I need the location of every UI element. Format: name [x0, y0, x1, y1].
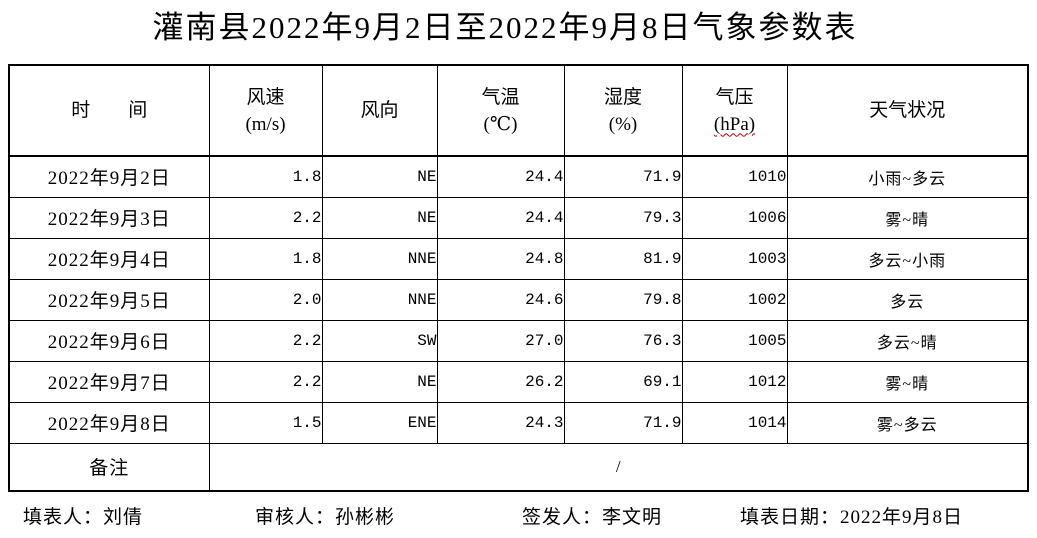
pressure-cell: 1002 [681, 278, 788, 321]
wind-dir-cell: NE [321, 196, 438, 239]
temperature-cell: 26.2 [436, 360, 565, 403]
weather-cell: 雾~晴 [786, 196, 1029, 239]
col-header-wind-speed-unit: (m/s) [245, 113, 286, 135]
wind-dir-cell: SW [321, 319, 438, 362]
table-row: 2022年9月5日 2.0 NNE 24.6 79.8 1002 多云 [8, 278, 1029, 321]
date-cell: 2022年9月5日 [8, 278, 210, 321]
temperature-cell: 24.8 [436, 237, 565, 280]
remark-label-cell: 备注 [8, 442, 210, 492]
col-header-temperature: 气温 (℃) [436, 64, 565, 157]
date-cell: 2022年9月8日 [8, 401, 210, 444]
temperature-cell: 24.4 [436, 196, 565, 239]
table-row: 2022年9月3日 2.2 NE 24.4 79.3 1006 雾~晴 [8, 196, 1029, 239]
col-header-wind-dir: 风向 [321, 64, 438, 157]
remark-row: 备注 / [8, 442, 1029, 492]
header-row: 时 间 风速 (m/s) 风向 气温 (℃) 湿度 (%) [8, 64, 1029, 157]
remark-value-cell: / [208, 442, 1029, 492]
form-issuer: 签发人：李文明 [522, 507, 663, 528]
weather-cell: 多云 [786, 278, 1029, 321]
col-header-weather: 天气状况 [786, 64, 1029, 157]
form-reviewer: 审核人：孙彬彬 [255, 507, 396, 528]
weather-cell: 多云~小雨 [786, 237, 1029, 280]
wind-dir-cell: NNE [321, 278, 438, 321]
col-header-temperature-unit: (℃) [483, 113, 518, 135]
temperature-cell: 27.0 [436, 319, 565, 362]
wind-dir-cell: NNE [321, 237, 438, 280]
humidity-cell: 71.9 [563, 401, 683, 444]
wind-speed-cell: 1.8 [208, 237, 323, 280]
wind-speed-cell: 2.2 [208, 196, 323, 239]
col-header-time: 时 间 [8, 64, 210, 157]
wind-speed-cell: 1.5 [208, 401, 323, 444]
wind-speed-cell: 2.2 [208, 360, 323, 403]
table-row: 2022年9月8日 1.5 ENE 24.3 71.9 1014 雾~多云 [8, 401, 1029, 444]
pressure-cell: 1005 [681, 319, 788, 362]
wind-dir-cell: NE [321, 360, 438, 403]
wind-dir-cell: NE [321, 155, 438, 198]
humidity-cell: 79.3 [563, 196, 683, 239]
humidity-cell: 79.8 [563, 278, 683, 321]
humidity-cell: 76.3 [563, 319, 683, 362]
date-cell: 2022年9月6日 [8, 319, 210, 362]
col-header-wind-dir-label: 风向 [360, 100, 399, 121]
table-row: 2022年9月4日 1.8 NNE 24.8 81.9 1003 多云~小雨 [8, 237, 1029, 280]
col-header-pressure-label: 气压 [715, 86, 754, 108]
weather-table: 时 间 风速 (m/s) 风向 气温 (℃) 湿度 (%) [8, 64, 1029, 492]
pressure-cell: 1010 [681, 155, 788, 198]
humidity-cell: 81.9 [563, 237, 683, 280]
humidity-cell: 71.9 [563, 155, 683, 198]
pressure-cell: 1006 [681, 196, 788, 239]
wind-dir-cell: ENE [321, 401, 438, 444]
col-header-humidity-unit: (%) [608, 113, 638, 135]
col-header-wind-speed-label: 风速 [246, 86, 285, 108]
table-row: 2022年9月7日 2.2 NE 26.2 69.1 1012 雾~晴 [8, 360, 1029, 403]
temperature-cell: 24.6 [436, 278, 565, 321]
date-cell: 2022年9月2日 [8, 155, 210, 198]
footer: 填表人：刘倩 审核人：孙彬彬 签发人：李文明 填表日期：2022年9月8日 [0, 502, 1037, 532]
temperature-cell: 24.3 [436, 401, 565, 444]
page-title: 灌南县2022年9月2日至2022年9月8日气象参数表 [152, 10, 858, 45]
date-cell: 2022年9月7日 [8, 360, 210, 403]
wind-speed-cell: 2.2 [208, 319, 323, 362]
col-header-time-label: 时 间 [71, 100, 148, 121]
table-row: 2022年9月6日 2.2 SW 27.0 76.3 1005 多云~晴 [8, 319, 1029, 362]
col-header-wind-speed: 风速 (m/s) [208, 64, 323, 157]
temperature-cell: 24.4 [436, 155, 565, 198]
col-header-pressure-unit: (hPa) [683, 111, 786, 138]
pressure-cell: 1012 [681, 360, 788, 403]
form-date: 填表日期：2022年9月8日 [740, 507, 964, 528]
weather-cell: 小雨~多云 [786, 155, 1029, 198]
col-header-weather-label: 天气状况 [869, 100, 946, 121]
col-header-pressure: 气压 (hPa) [681, 64, 788, 157]
spellcheck-squiggle: (hPa) [713, 113, 756, 135]
humidity-cell: 69.1 [563, 360, 683, 403]
form-filler: 填表人：刘倩 [23, 507, 144, 528]
pressure-cell: 1014 [681, 401, 788, 444]
col-header-humidity-label: 湿度 [603, 86, 642, 108]
wind-speed-cell: 1.8 [208, 155, 323, 198]
weather-cell: 雾~晴 [786, 360, 1029, 403]
pressure-cell: 1003 [681, 237, 788, 280]
wind-speed-cell: 2.0 [208, 278, 323, 321]
weather-cell: 多云~晴 [786, 319, 1029, 362]
weather-cell: 雾~多云 [786, 401, 1029, 444]
date-cell: 2022年9月3日 [8, 196, 210, 239]
col-header-humidity: 湿度 (%) [563, 64, 683, 157]
date-cell: 2022年9月4日 [8, 237, 210, 280]
col-header-temperature-label: 气温 [481, 86, 520, 108]
table-row: 2022年9月2日 1.8 NE 24.4 71.9 1010 小雨~多云 [8, 155, 1029, 198]
